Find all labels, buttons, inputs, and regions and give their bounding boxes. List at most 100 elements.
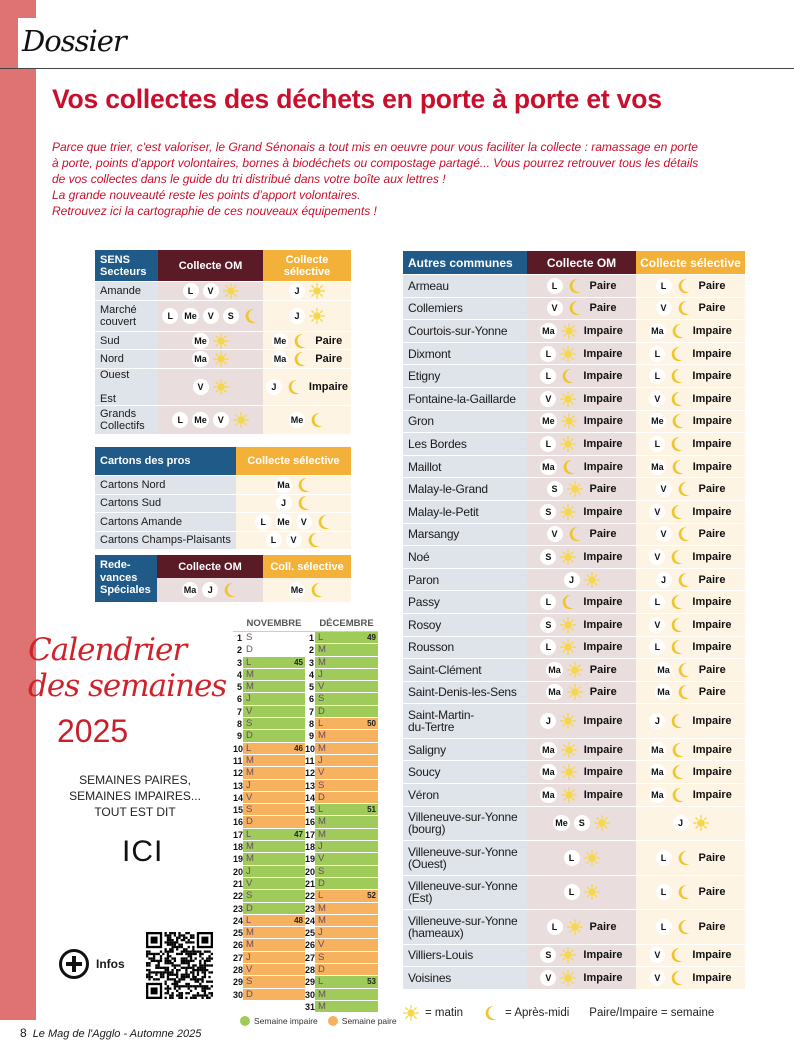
calendar-day: M	[243, 853, 305, 865]
calendar-day: D	[315, 964, 378, 976]
selective-cell: Ma Paire	[263, 350, 351, 368]
day-letter: M	[246, 927, 254, 939]
day-number: 21	[305, 877, 316, 890]
calendar-day: S	[243, 890, 305, 902]
table-row: Cartons Sud J	[95, 493, 351, 512]
om-cell: Me	[158, 332, 263, 349]
day-letter: M	[318, 1000, 326, 1012]
calendar-day: L 51	[315, 804, 378, 816]
day-badge: Me	[540, 413, 557, 430]
day-letter: L	[318, 890, 324, 902]
selective-cell: Me Paire	[263, 332, 351, 349]
legend-afternoon: = Après-midi	[505, 1007, 570, 1019]
calendar-day	[243, 1001, 305, 1012]
day-letter: L	[318, 632, 324, 643]
commune-name: Dixmont	[403, 342, 527, 365]
day-badge: L	[255, 513, 272, 530]
commune-name: Rousson	[403, 636, 527, 659]
calendar-day: L 45	[243, 656, 305, 668]
moon-icon	[669, 549, 685, 565]
day-badge: Ma	[540, 458, 557, 475]
day-badge: V	[655, 526, 672, 543]
row-label: Ouest Est	[95, 369, 158, 405]
commune-name: Fontaine-la-Gaillarde	[403, 387, 527, 410]
table-row: Gron Me Impaire Me Impaire	[403, 409, 745, 433]
day-badge: Me	[553, 815, 570, 832]
communes-header-om: Collecte OM	[527, 251, 636, 274]
day-badge: L	[172, 412, 189, 428]
week-parity: Paire	[589, 686, 617, 699]
sun-icon	[212, 351, 229, 367]
infos-link[interactable]: Infos	[58, 948, 125, 980]
day-number: 1	[305, 632, 315, 644]
section-label: Dossier	[22, 24, 127, 58]
selective-cell: L Paire	[636, 875, 745, 910]
day-badge: L	[655, 918, 672, 935]
communes-table: Autres communes Collecte OM Collecte sél…	[403, 251, 745, 989]
table-row: Véron Ma Impaire Ma Impaire	[403, 782, 745, 806]
om-cell: S Impaire	[527, 546, 636, 568]
day-badge: Ma	[181, 582, 199, 598]
day-badge: L	[649, 594, 666, 611]
day-badge: V	[192, 379, 209, 395]
calendar-day: J	[243, 693, 305, 705]
commune-name: Véron	[403, 783, 527, 806]
week-parity: Impaire	[583, 788, 623, 801]
day-badge: L	[162, 308, 179, 324]
moon-icon	[292, 333, 308, 349]
day-letter: D	[246, 816, 253, 828]
day-number: 3	[305, 656, 315, 668]
moon-icon	[670, 459, 686, 475]
moon-icon	[676, 850, 692, 866]
calendar-row: 23 D 23 M	[233, 902, 378, 915]
day-letter: J	[318, 841, 323, 853]
day-letter: V	[318, 853, 325, 865]
calendar-day: J	[315, 668, 378, 681]
sun-icon	[212, 379, 229, 395]
calendar-day: M	[243, 754, 305, 767]
moon-icon	[670, 323, 686, 339]
day-letter: D	[318, 964, 325, 976]
table-row: Voisines V Impaire V Impaire	[403, 966, 745, 989]
cartons-header: Cartons des pros	[95, 447, 236, 475]
day-letter: M	[318, 742, 326, 754]
calendar-day: J	[243, 865, 305, 877]
om-cell: S Paire	[527, 478, 636, 500]
symbol-legend: = matin = Après-midi Paire/Impaire = sem…	[403, 1005, 714, 1021]
day-number: 24	[233, 914, 244, 927]
selective-cell: Ma Impaire	[636, 783, 745, 806]
day-letter: J	[318, 927, 323, 939]
day-badge: S	[540, 503, 557, 520]
calendar-day: M	[243, 668, 305, 681]
selective-cell: J	[263, 282, 351, 300]
commune-name: Paron	[403, 568, 527, 591]
week-parity: Paire	[589, 920, 617, 933]
calendar-ici: ICI	[122, 835, 164, 868]
sun-icon	[566, 661, 583, 678]
day-letter: V	[246, 964, 253, 976]
day-letter: S	[246, 718, 253, 730]
calendar-day: L 47	[243, 828, 305, 841]
day-badge: V	[649, 616, 666, 633]
calendar-day: M	[243, 681, 305, 693]
table-row: Amande L V J	[95, 281, 351, 300]
om-cell: L Paire	[527, 275, 636, 297]
day-number: 28	[233, 964, 244, 976]
day-badge: J	[540, 713, 557, 730]
day-badge: V	[295, 513, 312, 530]
day-letter: M	[246, 767, 254, 779]
day-letter: D	[246, 988, 253, 1000]
moon-icon	[669, 947, 685, 963]
qr-code[interactable]	[146, 932, 213, 999]
table-row: Saligny Ma Impaire Ma Impaire	[403, 737, 745, 761]
day-badge: L	[546, 277, 563, 294]
calendar-row: 10 L 46 10 M	[233, 742, 378, 755]
calendar-day: S	[315, 951, 378, 964]
sun-icon	[560, 741, 577, 758]
day-letter: J	[246, 693, 251, 705]
day-number: 10	[233, 742, 244, 754]
calendar-legend: Semaine impaire Semaine paire	[240, 1016, 397, 1026]
